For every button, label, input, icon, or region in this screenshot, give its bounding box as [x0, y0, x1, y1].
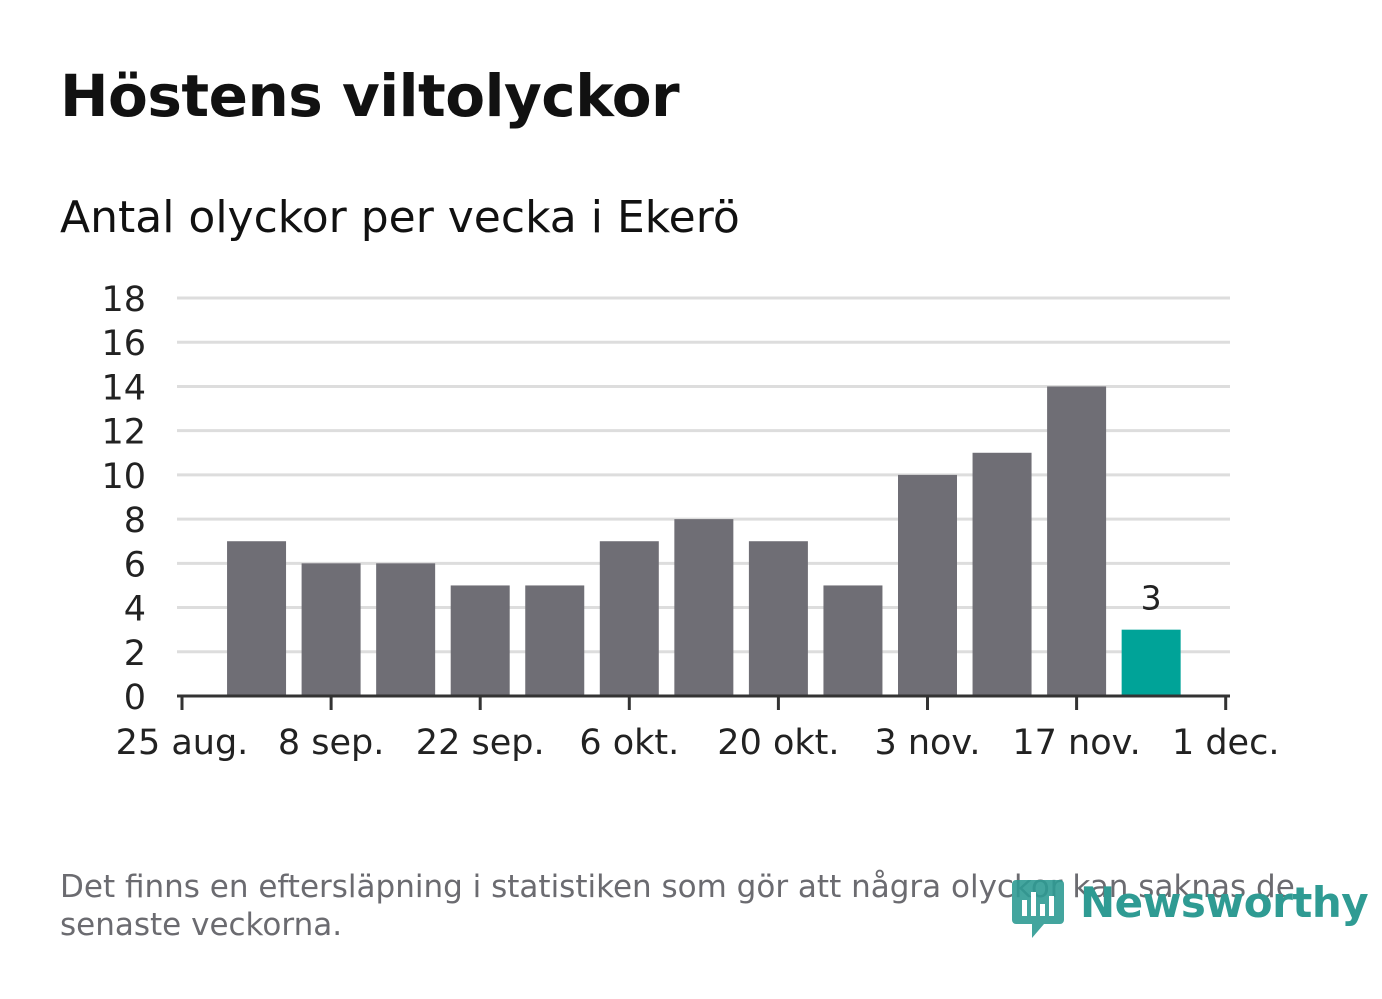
- footnote: Det finns en eftersläpning i statistiken…: [60, 869, 1295, 943]
- y-tick-label: 2: [124, 634, 146, 674]
- chart-title: Höstens viltolyckor: [60, 62, 680, 130]
- x-tick-label: 1 dec.: [1172, 723, 1280, 763]
- y-tick-label: 18: [101, 280, 146, 320]
- y-tick-label: 6: [124, 545, 146, 585]
- y-tick-label: 10: [101, 457, 146, 497]
- x-tick-label: 6 okt.: [579, 723, 679, 763]
- x-tick-label: 25 aug.: [116, 723, 249, 763]
- y-tick-label: 14: [101, 368, 146, 408]
- data-labels: 3: [1141, 579, 1162, 618]
- chart-subtitle: Antal olyckor per vecka i Ekerö: [60, 192, 740, 243]
- y-tick-label: 12: [101, 413, 146, 453]
- bar: [1047, 386, 1107, 696]
- x-tick-label: 3 nov.: [874, 723, 980, 763]
- logo-text: Newsworthy: [1080, 878, 1369, 927]
- bar: [823, 585, 883, 696]
- newsworthy-logo: Newsworthy: [1010, 874, 1369, 946]
- y-tick-label: 16: [101, 324, 146, 364]
- y-tick-label: 8: [124, 501, 146, 541]
- bar: [748, 541, 808, 696]
- bar: [450, 585, 510, 696]
- y-tick-label: 4: [124, 590, 146, 630]
- bar: [525, 585, 585, 696]
- bar: [376, 563, 436, 696]
- bar: [674, 519, 734, 696]
- bar: [227, 541, 287, 696]
- bar: [301, 563, 361, 696]
- bar-chart-badge-icon: [1012, 880, 1064, 938]
- bar: [898, 474, 957, 696]
- x-tick-label: 8 sep.: [278, 723, 385, 763]
- bar: [599, 541, 659, 696]
- x-tick-label: 20 okt.: [717, 723, 839, 763]
- x-tick-label: 22 sep.: [416, 723, 545, 763]
- x-axis-ticks: 25 aug. 8 sep. 22 sep. 6 okt. 20 okt. 3 nov. 1…: [116, 696, 1280, 763]
- x-tick-label: 17 nov.: [1012, 723, 1140, 763]
- bar: [1121, 629, 1181, 696]
- data-label: 3: [1141, 579, 1162, 618]
- bar: [972, 452, 1032, 696]
- bars: [227, 386, 1181, 696]
- y-tick-label: 0: [124, 678, 146, 718]
